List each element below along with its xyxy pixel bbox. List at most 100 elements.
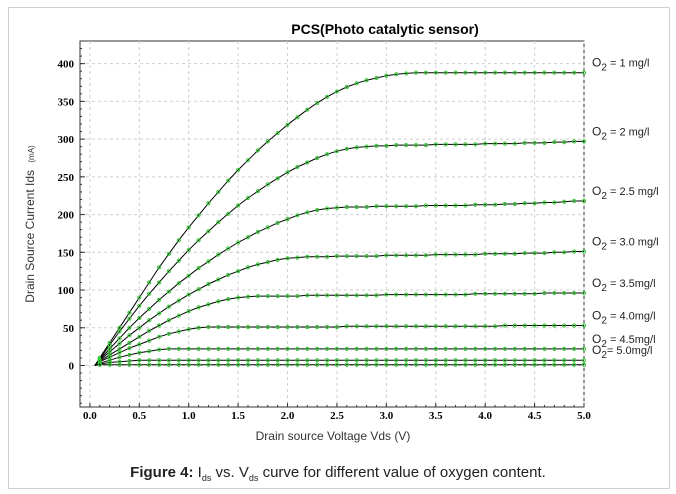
data-point — [107, 360, 112, 365]
data-point — [453, 324, 458, 329]
data-point — [275, 358, 280, 363]
data-point — [265, 260, 270, 265]
x-axis-label: Drain source Voltage Vds (V) — [256, 429, 411, 443]
data-point — [305, 346, 310, 351]
data-point — [176, 281, 181, 286]
data-point — [512, 70, 517, 75]
data-point — [433, 252, 438, 257]
data-point — [572, 198, 577, 204]
data-point — [285, 358, 290, 363]
data-point — [552, 290, 557, 296]
data-point — [226, 246, 231, 251]
data-point — [216, 362, 221, 367]
data-point — [572, 358, 577, 363]
data-point — [354, 293, 359, 298]
data-point — [334, 324, 340, 330]
data-point — [384, 362, 389, 367]
data-point — [344, 346, 349, 351]
data-point — [562, 250, 567, 255]
data-point — [413, 253, 419, 258]
data-point — [483, 141, 488, 146]
data-point — [117, 362, 122, 367]
data-point — [137, 303, 142, 308]
data-point — [107, 352, 112, 358]
y-axis-label-unit: (mA) — [27, 145, 36, 163]
data-point — [423, 203, 428, 208]
data-point — [394, 358, 399, 363]
data-point — [176, 358, 181, 363]
data-point — [334, 205, 340, 210]
data-point — [502, 358, 508, 363]
data-point — [483, 70, 488, 75]
series-label: O2 = 4.5mg/l — [592, 332, 656, 350]
data-point — [324, 152, 330, 157]
series-label: O2 = 1 mg/l — [592, 56, 649, 74]
data-point — [532, 362, 537, 367]
data-point — [542, 346, 547, 351]
data-point — [156, 334, 162, 339]
data-point — [196, 266, 201, 271]
data-point — [285, 122, 290, 127]
data-point — [453, 142, 458, 147]
data-point — [552, 70, 557, 75]
data-point — [344, 358, 349, 363]
data-point — [334, 253, 340, 259]
data-point — [166, 331, 172, 336]
series-labels: O2 = 1 mg/l O2 = 2 mg/l O2 = 2.5 mg/l O2 = … — [592, 56, 659, 362]
data-point — [334, 149, 340, 154]
data-point — [137, 315, 142, 321]
data-point — [245, 235, 251, 240]
data-point — [315, 346, 320, 351]
caption-figure-label: Figure 4: — [130, 464, 194, 481]
data-point — [285, 346, 290, 351]
data-point — [483, 291, 488, 296]
data-point — [107, 343, 112, 348]
data-point — [137, 342, 142, 347]
data-point — [443, 252, 448, 257]
data-point — [572, 346, 577, 351]
data-point — [532, 323, 537, 328]
data-point — [117, 329, 122, 334]
data-point — [196, 287, 201, 292]
data-point — [473, 324, 478, 329]
data-point — [492, 324, 498, 329]
data-point — [166, 318, 172, 323]
chart-title: PCS(Photo catalytic sensor) — [291, 21, 479, 37]
data-point — [127, 346, 132, 351]
data-point — [255, 346, 260, 351]
data-point — [364, 204, 369, 210]
data-point — [532, 358, 537, 363]
data-point — [413, 292, 419, 297]
y-tick-label: 100 — [58, 285, 75, 297]
data-point — [166, 358, 172, 363]
data-point — [473, 252, 478, 257]
data-point — [572, 362, 577, 367]
data-point — [423, 253, 428, 258]
data-point — [166, 346, 172, 351]
data-point — [581, 358, 587, 363]
data-point — [473, 358, 478, 363]
data-point — [572, 290, 577, 296]
grid-lines — [80, 41, 585, 407]
data-point — [127, 358, 132, 364]
data-point — [196, 325, 201, 330]
caption-text-a: I — [193, 464, 202, 481]
data-point — [433, 203, 438, 208]
data-point — [502, 70, 508, 75]
data-point — [216, 277, 221, 282]
data-point — [196, 358, 201, 363]
data-point — [522, 250, 527, 256]
data-point — [344, 146, 349, 152]
data-point — [374, 293, 379, 298]
x-tick-label: 1.0 — [182, 410, 196, 422]
data-point — [245, 346, 251, 351]
x-tick-label: 0.0 — [83, 410, 97, 422]
data-point — [315, 362, 320, 367]
data-point — [364, 253, 369, 259]
data-point — [492, 291, 498, 296]
data-point — [394, 253, 399, 258]
data-point — [216, 189, 221, 195]
data-point — [463, 362, 468, 367]
data-point — [156, 362, 162, 367]
data-point — [315, 254, 320, 259]
